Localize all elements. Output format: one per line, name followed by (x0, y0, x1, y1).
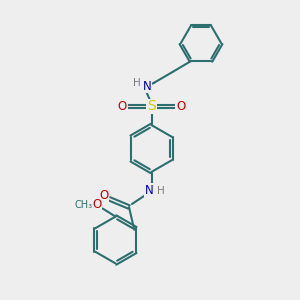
Text: N: N (142, 80, 152, 93)
Text: O: O (118, 100, 127, 113)
Text: S: S (147, 100, 156, 113)
Text: O: O (176, 100, 185, 113)
Text: O: O (100, 189, 109, 202)
Text: O: O (92, 198, 101, 212)
Text: CH₃: CH₃ (74, 200, 92, 210)
Text: H: H (157, 185, 165, 196)
Text: H: H (133, 78, 140, 88)
Text: N: N (145, 184, 154, 197)
